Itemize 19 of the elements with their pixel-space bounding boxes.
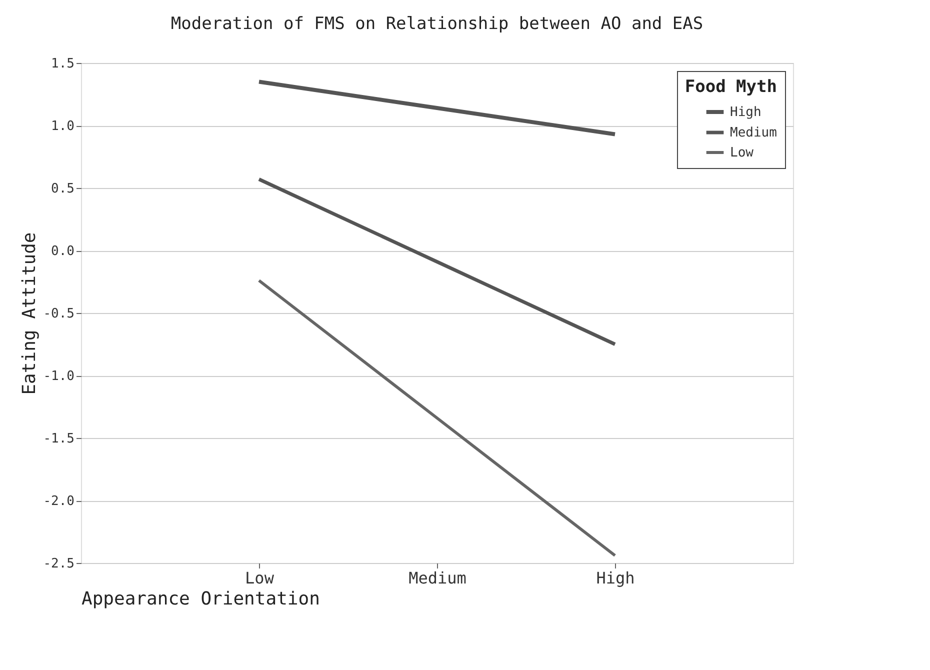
- x-tick-label: Low: [245, 568, 274, 588]
- x-axis-title: Appearance Orientation: [82, 588, 320, 610]
- legend-label: Medium: [730, 126, 778, 140]
- y-tick-label: -2.5: [43, 556, 74, 572]
- y-tick-label: 0.5: [51, 182, 74, 196]
- y-tick-label: -1.0: [43, 369, 74, 384]
- x-tick-label: High: [596, 568, 635, 588]
- chart-title: Moderation of FMS on Relationship between AO and EAS: [170, 14, 704, 34]
- y-tick-label: 1.5: [51, 56, 74, 72]
- y-tick-label: -1.5: [43, 432, 74, 446]
- y-tick-label: 1.0: [51, 119, 74, 134]
- y-axis-title: Eating Attitude: [19, 232, 40, 395]
- legend-label: Low: [730, 146, 754, 160]
- y-tick-label: 0.0: [51, 244, 74, 259]
- y-tick-label: -0.5: [43, 306, 74, 322]
- legend-label: High: [730, 105, 762, 120]
- y-tick-label: -2.0: [43, 494, 74, 509]
- legend-title: Food Myth: [684, 77, 777, 97]
- x-tick-label: Medium: [408, 568, 466, 588]
